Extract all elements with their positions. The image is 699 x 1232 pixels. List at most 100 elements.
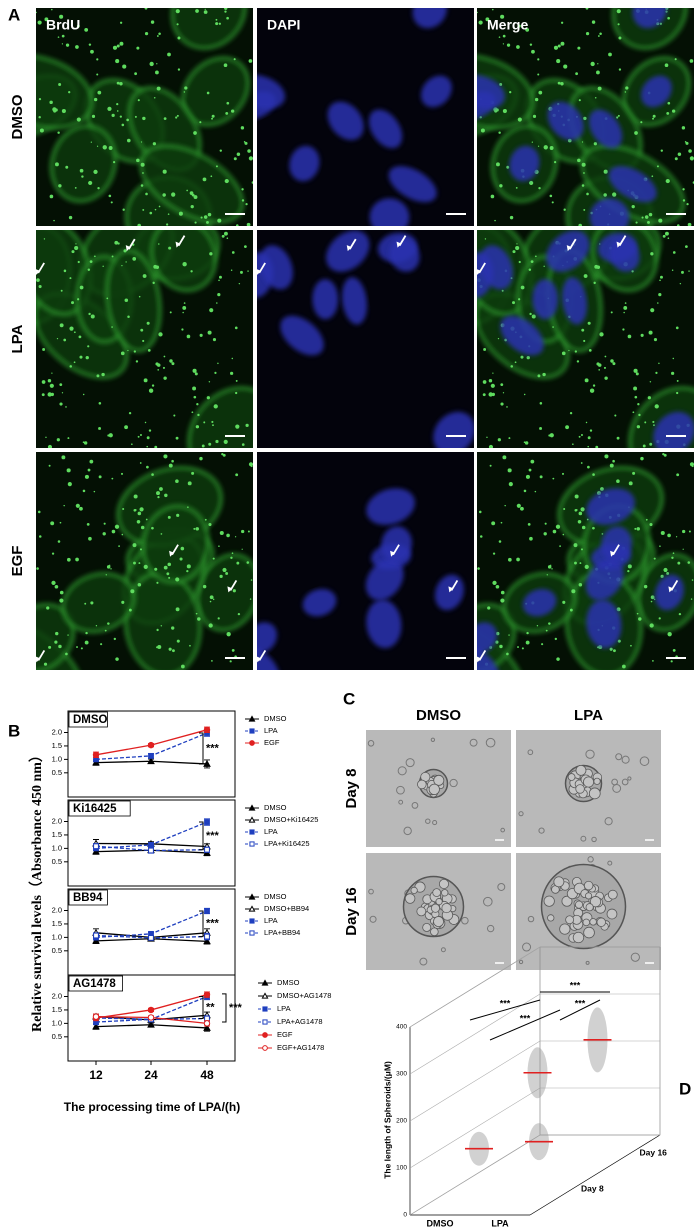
speck [531,314,536,319]
speck [133,508,137,512]
speck [38,535,42,538]
speck [65,165,69,169]
speck [578,223,582,226]
speck [224,8,228,10]
cell [170,8,247,50]
y-axis-label: The length of Spheroids/(μM) [382,1061,392,1179]
speck [122,64,127,69]
speck [574,508,578,512]
speck [167,52,171,57]
speck [633,386,638,391]
speck [537,145,540,147]
speck [60,289,63,292]
speck [482,393,486,397]
speck [691,465,694,468]
speck [140,184,144,187]
speck [616,479,620,483]
speck [678,612,682,616]
speck [586,192,589,196]
sphere-cell [435,898,443,906]
speck [46,606,50,610]
debris [615,753,623,761]
sphere-cell [428,783,440,795]
column-title: DAPI [267,17,300,33]
debris [398,799,404,805]
speck [142,339,145,343]
marker [249,841,255,847]
debris [396,785,405,795]
speck [59,521,62,524]
speck [660,149,663,152]
column-title: LPA [574,707,603,724]
speck [667,16,670,20]
speck [212,424,214,427]
speck [42,348,46,351]
sphere-cell [583,880,594,891]
speck [55,631,59,636]
nucleus [420,75,452,108]
speck [560,82,564,86]
speck [670,660,673,663]
speck [149,61,154,67]
speck [66,557,71,562]
speck [585,421,588,424]
significance-label: *** [570,980,581,990]
speck [215,22,219,26]
speck [236,561,240,565]
speck [506,406,508,408]
marker [261,992,269,999]
speck [616,9,621,14]
speck [116,110,119,112]
speck [642,444,646,448]
speck [623,306,628,310]
speck [139,462,142,464]
nucleus [640,75,672,108]
speck [208,623,213,628]
speck [203,421,206,424]
speck [226,16,229,20]
speck [36,11,37,14]
speck [641,216,644,219]
speck [500,598,505,603]
nucleus [388,166,437,203]
speck [517,117,522,122]
speck [596,70,600,75]
nucleus [312,279,339,320]
speck [653,598,656,601]
marker [249,918,255,924]
speck [553,45,559,50]
column-title: DMSO [416,707,461,724]
speck [51,552,55,555]
speck [617,114,620,117]
speck [523,489,527,493]
sphere-cell [589,918,597,926]
speck [597,363,602,367]
speck [240,270,243,274]
speck [135,360,139,363]
speck [510,365,514,368]
marker [262,1019,268,1025]
speck [616,436,620,440]
speck [554,637,557,641]
speck [682,199,686,202]
speck [152,281,155,285]
nucleus [546,230,590,272]
significance-bracket [199,910,204,938]
speck [36,278,40,282]
speck [250,465,253,468]
speck [56,438,60,442]
speck [230,371,234,375]
micrograph [36,452,253,670]
speck [632,411,635,414]
debris [440,947,446,953]
nucleus [326,230,370,272]
speck [636,612,639,615]
speck [652,117,654,120]
speck [685,245,688,249]
speck [621,664,626,669]
speck [112,45,118,50]
speck [156,86,161,91]
speck [494,109,498,113]
speck [529,180,534,186]
speck [507,557,512,562]
